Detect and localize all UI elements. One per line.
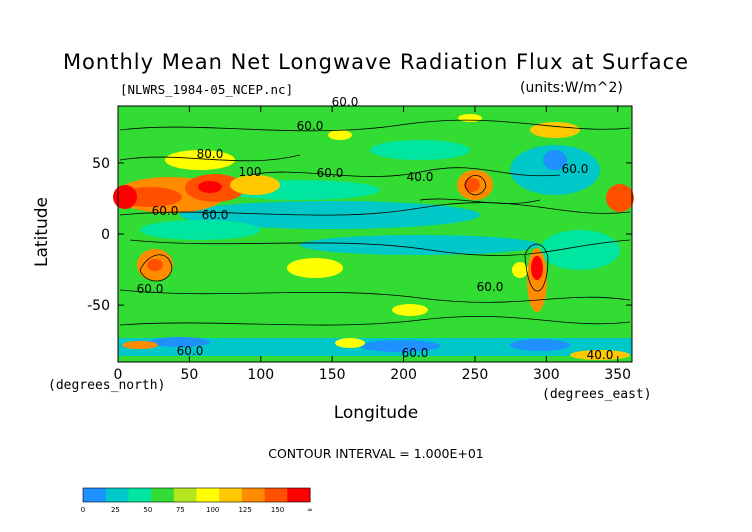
colorbar-swatch [151, 488, 175, 502]
field-patch [198, 181, 222, 193]
contour-label: 60.0 [332, 95, 359, 109]
y-tick-label: 0 [101, 227, 110, 243]
field-patch [122, 341, 158, 349]
x-tick-label: 50 [180, 367, 198, 383]
field-patch [570, 350, 630, 360]
field-patch [530, 122, 580, 138]
colorbar-swatch [219, 488, 243, 502]
contour-line [524, 243, 549, 292]
field-patch [140, 220, 260, 240]
contour-label: 60.0 [202, 208, 229, 222]
file-label: [NLWRS_1984-05_NCEP.nc] [120, 82, 294, 97]
colorbar-tick-label: 100 [206, 506, 219, 514]
contour-label: 60.0 [477, 280, 504, 294]
x-axis-label: Longitude [333, 403, 419, 423]
y-axis-label: Latitude [32, 197, 52, 267]
field-patch [540, 230, 620, 270]
colorbar-swatch [105, 488, 129, 502]
x-tick-label: 350 [604, 367, 631, 383]
contour-label: 60.0 [137, 282, 164, 296]
colorbar-swatch [287, 488, 311, 502]
contour-label: 60.0 [402, 346, 429, 360]
field-patch [300, 235, 540, 255]
field-patch [165, 150, 235, 170]
x-tick-label: 200 [390, 367, 417, 383]
y-tick-label: 50 [92, 156, 110, 172]
contour-label: 60.0 [177, 344, 204, 358]
field-patch [328, 130, 352, 140]
contour-label: 60.0 [317, 166, 344, 180]
x-unit-right: (degrees_east) [542, 387, 652, 402]
contour-line [119, 289, 631, 303]
contour-line [129, 239, 631, 256]
contour-line [419, 198, 541, 204]
field-patch [606, 184, 634, 212]
colorbar-swatch [83, 488, 107, 502]
x-tick-label: 300 [533, 367, 560, 383]
field-patch [150, 337, 210, 347]
field-patch [512, 262, 528, 278]
contour-line [139, 254, 173, 282]
contour-line [249, 167, 561, 177]
colorbar-tick-label: ∞ [307, 506, 313, 514]
contour-label: 60.0 [297, 119, 324, 133]
contour-label: 40.0 [587, 348, 614, 362]
colorbar-tick-label: 25 [111, 506, 120, 514]
contour-interval-text: CONTOUR INTERVAL = 1.000E+01 [268, 446, 484, 461]
contour-label: 80.0 [197, 147, 224, 161]
field-patch [113, 185, 137, 209]
contour-line [119, 202, 631, 216]
field-patch [458, 114, 482, 122]
field-patch [287, 258, 343, 278]
x-tick-label: 150 [319, 367, 346, 383]
colorbar-tick-label: 0 [81, 506, 85, 514]
field-patch [464, 178, 480, 192]
field-patch [543, 150, 567, 170]
x-tick-label: 100 [247, 367, 274, 383]
field-patch [392, 304, 428, 316]
field-patch [370, 140, 470, 160]
contour-label: 100 [239, 165, 262, 179]
field-patch [531, 256, 543, 280]
y-tick-label: -50 [87, 298, 110, 314]
colorbar-tick-label: 50 [143, 506, 152, 514]
colorbar-swatch [196, 488, 220, 502]
colorbar-swatch [264, 488, 288, 502]
contour-label: 40.0 [407, 170, 434, 184]
field-patch [230, 175, 280, 195]
field-patch [360, 340, 440, 352]
contour-label: 60.0 [152, 204, 179, 218]
contour-line [464, 174, 487, 196]
x-tick-label: 250 [462, 367, 489, 383]
colorbar-swatch [128, 488, 152, 502]
contour-line [119, 119, 631, 132]
colorbar-tick-label: 150 [271, 506, 284, 514]
colorbar-swatch [241, 488, 266, 502]
colorbar-frame [82, 487, 311, 503]
units-label: (units:W/m^2) [520, 80, 623, 96]
field-patch [147, 259, 163, 271]
colorbar-tick-label: 125 [238, 506, 251, 514]
contour-label: 60.0 [562, 162, 589, 176]
map-title: Monthly Mean Net Longwave Radiation Flux… [62, 50, 690, 74]
colorbar-swatch [173, 488, 197, 502]
colorbar-tick-label: 75 [176, 506, 185, 514]
field-patch [510, 339, 570, 351]
x-unit-left: (degrees_north) [48, 378, 166, 393]
x-tick-label: 0 [114, 367, 123, 383]
contour-line [119, 154, 301, 162]
field-patch [335, 338, 365, 348]
contour-line [119, 315, 631, 326]
